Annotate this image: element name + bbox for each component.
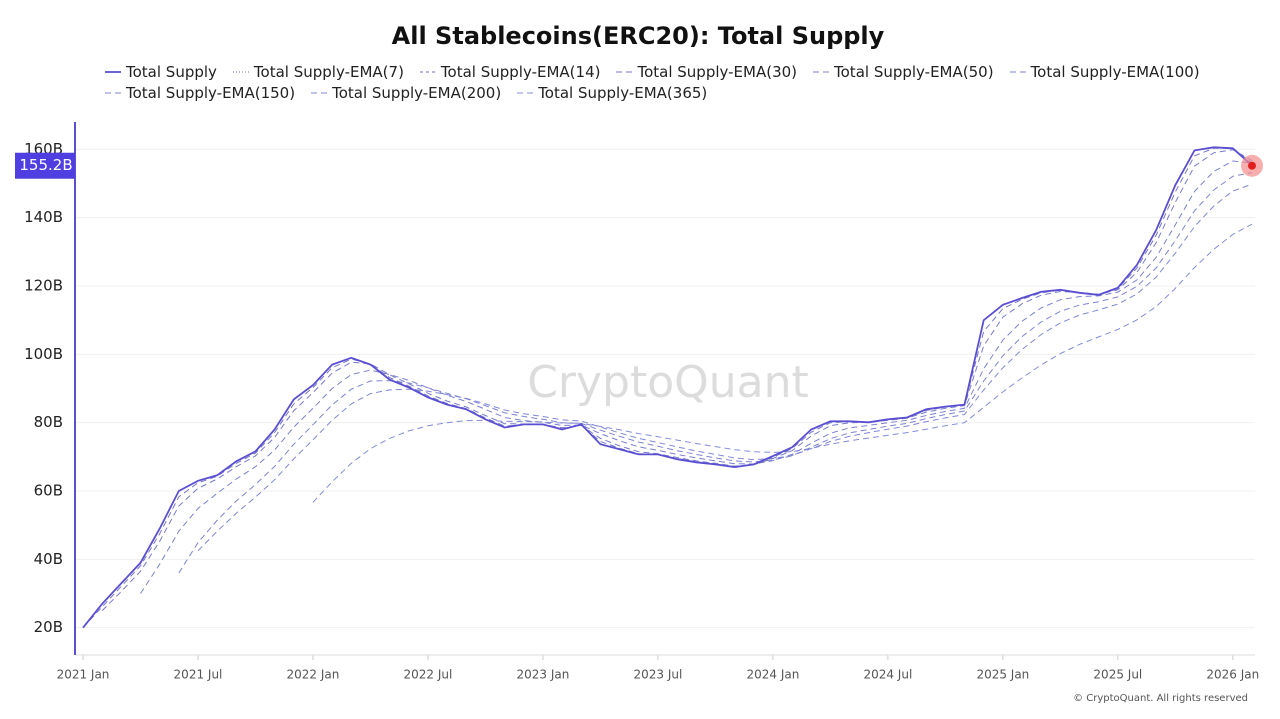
x-tick-label: 2022 Jan bbox=[287, 668, 340, 682]
legend-label: Total Supply-EMA(14) bbox=[440, 62, 601, 81]
y-tick-label: 100B bbox=[24, 345, 63, 363]
legend-swatch bbox=[616, 71, 633, 72]
marker-dot bbox=[1248, 161, 1256, 170]
legend-label: Total Supply-EMA(7) bbox=[253, 62, 404, 81]
legend-label: Total Supply-EMA(150) bbox=[126, 83, 296, 102]
series-line bbox=[197, 183, 1253, 552]
y-tick-label: 60B bbox=[34, 482, 63, 500]
legend-item[interactable]: Total Supply-EMA(7) bbox=[232, 61, 404, 82]
x-tick-label: 2025 Jan bbox=[976, 668, 1029, 682]
legend-label: Total Supply-EMA(100) bbox=[1030, 62, 1200, 81]
legend-label: Total Supply-EMA(365) bbox=[538, 83, 708, 102]
legend-swatch bbox=[1009, 71, 1026, 72]
legend-item[interactable]: Total Supply-EMA(150) bbox=[105, 82, 295, 103]
x-tick-label: 2021 Jul bbox=[174, 668, 223, 682]
legend-swatch bbox=[311, 92, 328, 93]
legend-swatch bbox=[813, 71, 830, 72]
legend-item[interactable]: Total Supply-EMA(30) bbox=[616, 61, 797, 82]
x-tick-label: 2024 Jul bbox=[863, 668, 912, 682]
x-tick-label: 2023 Jan bbox=[517, 668, 570, 682]
x-tick-label: 2024 Jan bbox=[746, 668, 799, 682]
legend-swatch bbox=[517, 92, 534, 93]
legend-swatch bbox=[232, 71, 249, 72]
y-tick-label: 20B bbox=[34, 618, 63, 636]
series-line bbox=[82, 146, 1253, 629]
legend-item[interactable]: Total Supply bbox=[105, 61, 217, 82]
y-tick-label: 120B bbox=[24, 277, 63, 295]
series-line bbox=[140, 160, 1253, 594]
x-tick-label: 2021 Jan bbox=[57, 668, 110, 682]
x-tick-label: 2023 Jul bbox=[633, 668, 682, 682]
watermark: CryptoQuant bbox=[527, 357, 809, 408]
copyright: © CryptoQuant. All rights reserved bbox=[1073, 693, 1248, 704]
legend-label: Total Supply bbox=[126, 62, 217, 81]
legend-item[interactable]: Total Supply-EMA(200) bbox=[311, 82, 501, 103]
y-tick-label: 140B bbox=[24, 208, 63, 226]
legend-label: Total Supply-EMA(30) bbox=[637, 62, 798, 81]
y-tick-label: 40B bbox=[34, 550, 63, 568]
series-line bbox=[101, 149, 1253, 611]
legend-item[interactable]: Total Supply-EMA(365) bbox=[517, 82, 707, 103]
legend-label: Total Supply-EMA(200) bbox=[332, 83, 502, 102]
legend-item[interactable]: Total Supply-EMA(14) bbox=[419, 61, 601, 82]
x-tick-label: 2025 Jul bbox=[1093, 668, 1142, 682]
legend-item[interactable]: Total Supply-EMA(50) bbox=[813, 61, 994, 82]
legend-item[interactable]: Total Supply-EMA(100) bbox=[1009, 61, 1200, 82]
x-tick-label: 2022 Jul bbox=[404, 668, 453, 682]
y-tick-label: 80B bbox=[34, 413, 63, 431]
legend-swatch bbox=[105, 92, 121, 93]
x-tick-label: 2026 Jan bbox=[1206, 668, 1259, 682]
value-badge-label: 155.2B bbox=[19, 156, 72, 174]
legend: Total Supply Total Supply-EMA(7) Total Sup… bbox=[105, 61, 1205, 103]
value-badge bbox=[15, 152, 75, 179]
legend-swatch bbox=[105, 70, 121, 73]
series-line bbox=[312, 223, 1253, 503]
series-line bbox=[178, 172, 1253, 574]
legend-label: Total Supply-EMA(50) bbox=[834, 62, 994, 81]
legend-swatch bbox=[419, 71, 436, 72]
chart-title: All Stablecoins(ERC20): Total Supply bbox=[392, 22, 885, 50]
